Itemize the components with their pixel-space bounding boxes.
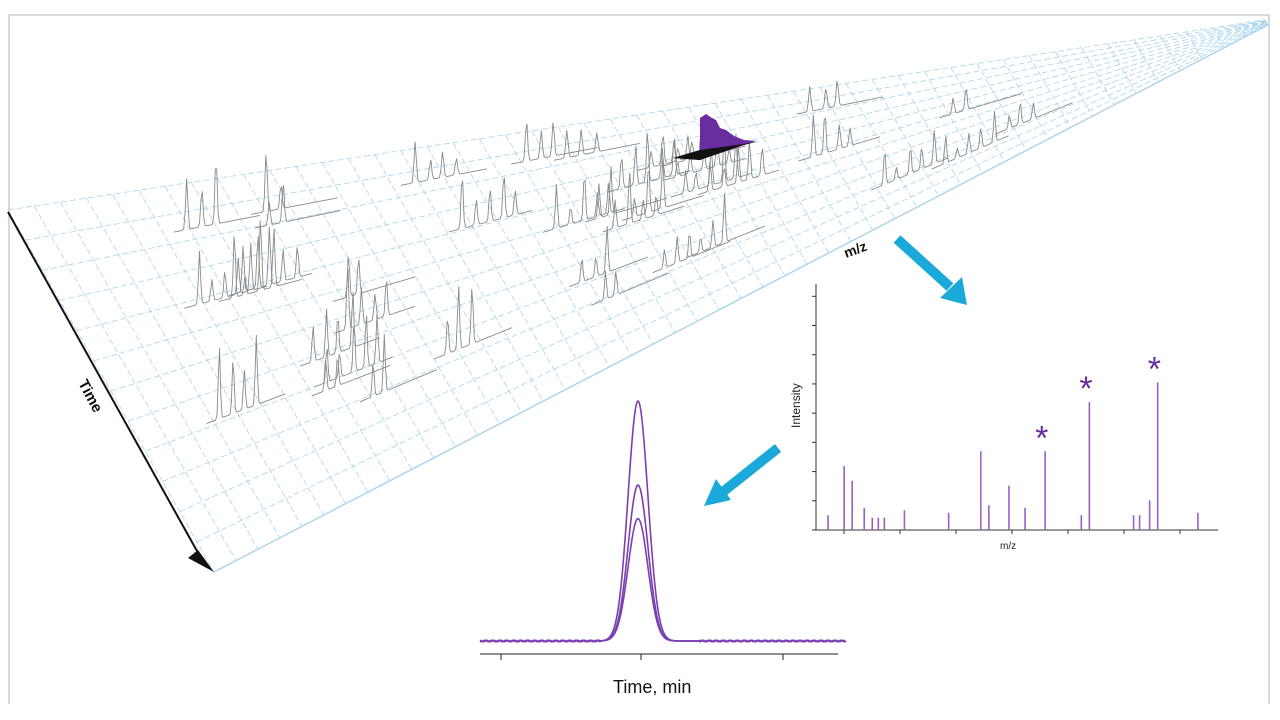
peak-trace [870,130,949,191]
peak-trace [621,157,704,221]
mz-axis-label: m/z [842,238,869,261]
peak-trace [229,226,313,296]
peak-trace [206,334,286,425]
grid-line [128,22,1267,422]
peak-trace [434,286,513,360]
chromatogram-trace [479,483,847,643]
peak-trace [511,122,598,165]
grid-line [1133,39,1159,83]
spectrum-star-marker: * [1079,370,1092,408]
peak-trace [542,179,625,233]
peak-trace [602,172,685,233]
peak-trace [553,129,640,161]
peak-trace [334,268,416,334]
peak-trace [173,168,260,233]
3d-plane-peaks [173,80,1073,425]
peak-trace [606,133,691,193]
plane-edge [213,24,1269,573]
chromatogram-x-label: Time, min [613,677,691,697]
grid-line [76,21,1267,332]
grid-line [321,162,478,436]
grid-line [138,190,325,516]
peak-trace [686,193,765,258]
grid-line [164,186,347,504]
peak-trace [332,256,415,302]
peak-trace [591,270,669,306]
grid-line [162,23,1268,482]
peak-trace [569,225,649,288]
peak-trace [994,102,1073,135]
peak-trace [254,185,341,229]
grid-line [452,142,588,379]
chromatogram-chart [479,399,847,660]
peak-trace [939,88,1022,119]
grid-line [426,146,566,390]
peak-trace [931,111,1009,170]
grid-line [583,122,698,322]
highlight-peak-shape [673,114,756,160]
peak-trace [251,155,338,215]
mass-spectrum-chart: * * * [812,284,1218,534]
grid-line [1238,23,1247,37]
grid-line [1107,43,1137,94]
3d-plane-grid [7,19,1269,573]
spectrum-x-label: m/z [1000,541,1016,552]
grid-line [196,24,1268,543]
peak-trace [314,314,393,388]
peak-trace [448,177,533,233]
grid-line [59,20,1266,301]
arrow-to-chromatogram-icon [704,444,782,506]
time-axis-label: Time [74,377,105,416]
grid-line [557,126,676,333]
peak-trace [299,292,380,367]
chromatogram-trace [479,517,847,643]
highlighted-peak [673,114,760,160]
peak-trace [218,220,302,303]
peak-trace [312,358,391,397]
figure-frame [8,14,1270,704]
grid-line [33,205,237,561]
grid-line [110,22,1267,392]
time-axis-arrowhead [188,550,214,572]
spectrum-star-marker: * [1035,419,1048,457]
time-axis [7,211,214,572]
grid-line [1002,59,1049,140]
grid-line [295,166,456,447]
grid-line [179,23,1268,513]
peak-trace [585,166,668,223]
peak-trace [184,242,268,309]
grid-line [42,20,1266,271]
peak-trace [796,80,883,115]
highlight-peak-shadow [673,141,760,160]
peak-trace [400,141,487,186]
spectrum-star-marker: * [1148,350,1161,388]
chromatogram-trace [479,399,847,643]
grid-line [7,19,1266,211]
peak-trace [798,114,881,162]
peak-trace [652,235,731,274]
grid-line [25,20,1266,241]
grid-line [93,21,1267,362]
arrow-to-spectrum-icon [893,235,967,305]
grid-line [976,63,1027,151]
spectrum-y-label: Intensity [789,383,803,428]
